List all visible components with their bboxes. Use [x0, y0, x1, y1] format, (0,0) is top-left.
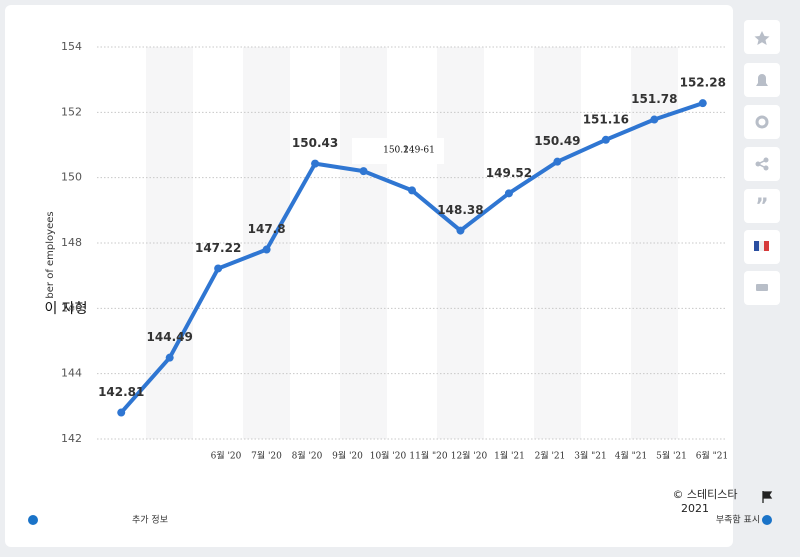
- y-tick-label: 142: [61, 432, 82, 445]
- y-tick-label: 148: [61, 236, 82, 249]
- x-tick-label: 4월 "21: [615, 450, 647, 462]
- copyright-year: 2021: [681, 502, 709, 515]
- data-label: 147.22: [195, 241, 241, 255]
- data-label: 150.2: [383, 146, 409, 156]
- label-box: [352, 138, 444, 164]
- share-button[interactable]: [744, 147, 780, 181]
- y-tick-label: 146: [61, 301, 82, 314]
- annotation: 이 자형: [44, 301, 87, 317]
- x-tick-label: 6월 '20: [211, 450, 242, 462]
- more-info[interactable]: 추가 정보: [132, 515, 168, 526]
- data-label: 149.52: [486, 166, 532, 180]
- info-icon: [762, 515, 772, 525]
- point: [214, 264, 223, 273]
- point: [601, 135, 610, 144]
- point: [359, 167, 368, 176]
- y-tick-label: 144: [61, 367, 82, 380]
- data-label: 144.49: [147, 330, 193, 344]
- data-label: 150.43: [292, 136, 338, 150]
- data-label: 151.16: [583, 112, 629, 126]
- data-label: 151.78: [631, 92, 677, 106]
- y-tick-label: 152: [61, 105, 82, 118]
- data-label: 152.28: [680, 76, 726, 90]
- point: [456, 226, 465, 235]
- point: [165, 353, 174, 362]
- x-tick-label: 10월 '20: [370, 450, 407, 462]
- data-label: 148.38: [437, 203, 483, 217]
- data-label: 142.81: [98, 385, 144, 399]
- data-label: 149-61: [403, 146, 435, 156]
- data-label: 147.8: [248, 222, 286, 236]
- x-tick-label: 3월 "21: [574, 450, 606, 462]
- y-tick-label: 150: [61, 171, 82, 184]
- x-tick-label: 9월 '20: [332, 450, 363, 462]
- point: [553, 157, 562, 166]
- cite-button[interactable]: [744, 189, 780, 223]
- point: [117, 408, 126, 417]
- x-tick-label: 8월 '20: [292, 450, 323, 462]
- point: [408, 186, 416, 195]
- x-tick-label: 2월 '21: [535, 450, 566, 462]
- flag-icon: [762, 491, 773, 503]
- copyright[interactable]: © 스테티스타: [672, 488, 737, 501]
- point: [262, 245, 271, 254]
- point: [311, 159, 320, 168]
- report-link[interactable]: 부족함 표시: [716, 515, 760, 526]
- point: [504, 189, 513, 198]
- svg-text:”: ”: [755, 194, 768, 218]
- point: [650, 115, 659, 124]
- info-icon: [28, 515, 38, 525]
- data-label: 150.49: [534, 134, 580, 148]
- x-tick-label: 7월 '20: [251, 450, 282, 462]
- x-tick-label: 5월 '21: [656, 450, 687, 462]
- sidebar: ”: [744, 20, 780, 305]
- x-tick-label: 6월 "21: [696, 450, 728, 462]
- x-tick-label: 11월 "20: [409, 450, 447, 462]
- x-tick-label: 1월 '21: [494, 450, 525, 462]
- y-axis-label: ber of employees: [45, 211, 56, 298]
- point: [698, 99, 707, 108]
- settings-button[interactable]: [744, 105, 780, 139]
- y-tick-label: 154: [61, 40, 82, 53]
- x-tick-label: 12월 '20: [451, 450, 488, 462]
